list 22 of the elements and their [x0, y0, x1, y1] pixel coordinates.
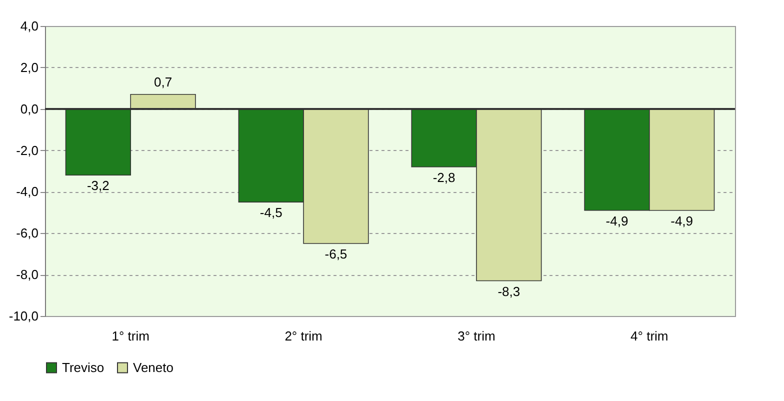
y-tick-label: 0,0 [20, 101, 38, 116]
y-tick-label: -2,0 [16, 142, 38, 158]
data-label: -8,3 [498, 284, 520, 299]
y-tick-label: 4,0 [20, 18, 38, 34]
legend-label: Treviso [62, 360, 104, 375]
data-label: -4,9 [606, 213, 628, 228]
data-label: 0,7 [154, 74, 172, 90]
data-label: -4,5 [260, 205, 282, 220]
x-tick-label: 3° trim [458, 328, 496, 344]
y-tick-label: -10,0 [8, 308, 38, 324]
y-tick-label: -4,0 [16, 184, 38, 200]
y-tick-label: -6,0 [16, 226, 38, 241]
data-label: -6,5 [324, 246, 348, 262]
x-tick-label: 1° trim [112, 328, 150, 344]
y-tick-label: -8,0 [16, 267, 38, 282]
legend-label: Veneto [133, 360, 174, 375]
data-label: -4,9 [670, 213, 694, 228]
x-tick-label: 2° trim [284, 328, 322, 344]
y-tick-label: 2,0 [20, 60, 38, 75]
x-tick-label: 4° trim [630, 328, 668, 344]
data-label: -3,2 [86, 178, 110, 194]
data-label: -2,8 [432, 170, 456, 185]
